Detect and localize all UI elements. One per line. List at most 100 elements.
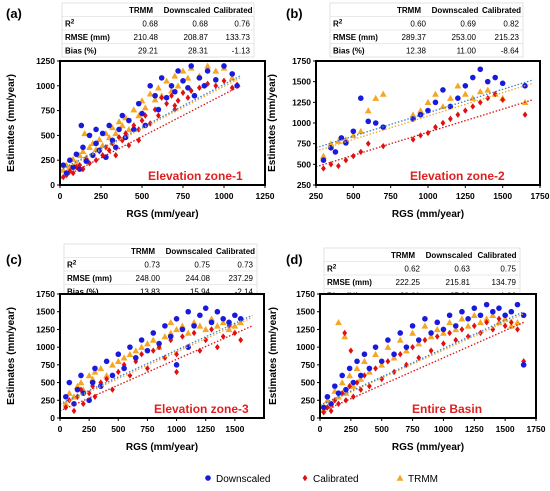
- point-trmm: [476, 88, 484, 95]
- point-trmm: [184, 329, 192, 336]
- plot-marks: [317, 66, 533, 172]
- plot-area: [315, 60, 541, 186]
- point-downscaled: [127, 344, 133, 350]
- point-calibrated: [365, 140, 371, 147]
- point-downscaled: [156, 340, 162, 347]
- point-trmm: [464, 322, 472, 329]
- point-downscaled: [229, 71, 235, 77]
- point-calibrated: [197, 84, 202, 91]
- point-downscaled: [185, 84, 191, 91]
- point-trmm: [163, 77, 170, 84]
- point-trmm: [132, 347, 140, 354]
- point-trmm: [470, 311, 478, 318]
- point-downscaled: [83, 158, 90, 164]
- point-downscaled: [346, 365, 353, 372]
- series-downscaled: [321, 301, 527, 411]
- stats-cell: 253.00: [452, 33, 477, 42]
- point-calibrated: [175, 97, 181, 104]
- stats-row-label: Bias (%): [67, 288, 99, 297]
- point-calibrated: [366, 382, 372, 390]
- point-calibrated: [139, 117, 145, 124]
- point-calibrated: [492, 90, 498, 98]
- stats-header-cell: Downscaled: [164, 6, 211, 15]
- x-axis-label: RGS (mm/year): [126, 209, 198, 220]
- point-downscaled: [366, 365, 373, 372]
- y-tick-label: 500: [41, 130, 55, 140]
- point-calibrated: [180, 89, 186, 96]
- point-calibrated: [441, 340, 446, 347]
- trend-line-downscaled: [317, 79, 533, 149]
- point-downscaled: [180, 78, 186, 84]
- x-tick-label: 1250: [196, 424, 215, 434]
- point-trmm: [208, 315, 215, 322]
- stats-cell: 0.69: [460, 20, 476, 29]
- point-trmm: [415, 340, 423, 347]
- x-tick-label: 1000: [215, 191, 234, 201]
- point-trmm: [149, 336, 157, 343]
- point-downscaled: [73, 151, 80, 158]
- point-trmm: [417, 107, 424, 114]
- stats-table: TRMM Downscaled Calibrated R2 0.60 0.69 0.82 RM…: [329, 2, 524, 58]
- trend-line-calibrated: [61, 85, 241, 180]
- y-tick-label: 250: [297, 180, 311, 190]
- point-calibrated: [229, 84, 235, 91]
- point-downscaled: [320, 157, 327, 163]
- point-calibrated: [418, 132, 423, 139]
- x-tick-label: 500: [375, 424, 389, 434]
- point-downscaled: [499, 80, 506, 87]
- point-downscaled: [196, 75, 203, 81]
- point-calibrated: [508, 319, 514, 326]
- trend-line-trmm: [317, 82, 533, 152]
- point-downscaled: [70, 164, 76, 170]
- point-downscaled: [446, 312, 453, 319]
- point-downscaled: [131, 126, 137, 133]
- point-trmm: [126, 350, 134, 357]
- panel-letter: (c): [6, 252, 22, 267]
- point-calibrated: [164, 100, 169, 107]
- x-tick-label: 1000: [419, 191, 438, 201]
- y-tick-label: 1000: [36, 81, 55, 91]
- point-calibrated: [354, 379, 360, 386]
- point-downscaled: [477, 66, 484, 73]
- point-downscaled: [204, 68, 211, 74]
- stats-row-label: RMSE (mm): [67, 274, 112, 283]
- point-downscaled: [197, 312, 203, 319]
- point-downscaled: [191, 92, 198, 99]
- point-trmm: [514, 318, 521, 326]
- point-calibrated: [116, 134, 122, 141]
- point-downscaled: [173, 362, 180, 368]
- point-trmm: [225, 326, 233, 333]
- point-calibrated: [185, 94, 191, 101]
- point-calibrated: [448, 115, 453, 123]
- point-trmm: [461, 90, 469, 97]
- point-trmm: [91, 368, 99, 375]
- stats-cell: 244.08: [186, 274, 211, 283]
- stats-header-cell: Downscaled: [426, 251, 473, 260]
- point-calibrated: [496, 315, 502, 322]
- point-trmm: [212, 67, 220, 74]
- point-downscaled: [138, 337, 145, 343]
- point-calibrated: [428, 347, 434, 354]
- legend-marker-downscaled: [205, 475, 211, 481]
- point-trmm: [204, 62, 211, 69]
- point-trmm: [146, 90, 154, 97]
- stats-cell: 0.75: [194, 261, 210, 270]
- x-tick-label: 500: [346, 191, 360, 201]
- point-calibrated: [459, 326, 465, 333]
- point-trmm: [427, 333, 435, 340]
- point-trmm: [327, 140, 335, 147]
- point-trmm: [483, 315, 491, 322]
- point-downscaled: [112, 144, 119, 151]
- point-downscaled: [452, 323, 459, 329]
- point-downscaled: [234, 83, 240, 89]
- point-calibrated: [416, 354, 422, 361]
- point-trmm: [144, 340, 151, 347]
- series-calibrated: [321, 90, 528, 172]
- point-downscaled: [422, 316, 428, 322]
- x-tick-label: 250: [344, 424, 358, 434]
- trend-line-downscaled: [321, 311, 524, 406]
- zone-annotation: Elevation zone-1: [148, 169, 243, 183]
- point-downscaled: [152, 92, 158, 99]
- point-downscaled: [343, 386, 349, 393]
- trend-line-downscaled: [61, 314, 253, 405]
